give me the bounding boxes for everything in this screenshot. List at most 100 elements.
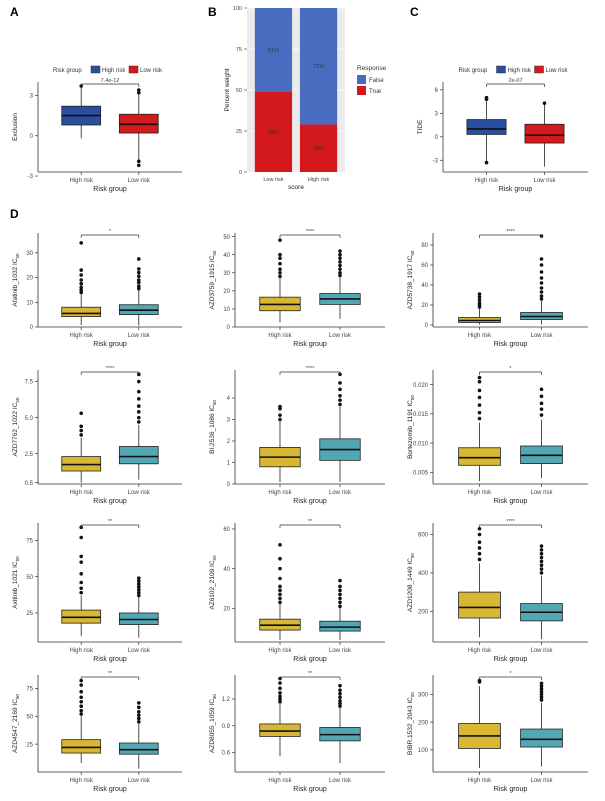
x-tick-label: Low risk xyxy=(530,490,553,496)
y-axis-label-subscript: 50 xyxy=(410,395,415,401)
y-tick-label: 4 xyxy=(227,396,231,402)
y-axis-label: BI.2536_1086 IC50 xyxy=(209,400,217,454)
outlier-point xyxy=(539,548,544,552)
outlier-point xyxy=(338,584,342,589)
outlier-point xyxy=(477,292,482,296)
box-high xyxy=(61,739,102,754)
x-axis-label: Risk group xyxy=(499,186,533,193)
y-axis-label: TIDE xyxy=(417,119,424,134)
x-tick-label: Low risk xyxy=(530,648,553,654)
y-tick-label: 0.010 xyxy=(413,441,429,447)
outlier-point xyxy=(137,379,141,384)
significance-label: ** xyxy=(308,671,313,677)
outlier-point xyxy=(539,394,544,399)
outlier-point xyxy=(79,580,83,585)
y-axis-label-main: BI.2536_1086 IC xyxy=(209,405,216,454)
outlier-point xyxy=(79,273,83,277)
significance-label: ** xyxy=(308,519,313,525)
y-tick-label: 20 xyxy=(26,276,33,282)
data-label-false: 51% xyxy=(268,48,279,54)
outlier-point xyxy=(539,689,544,694)
y-axis-label: Exclusion xyxy=(12,113,19,141)
outlier-point xyxy=(539,286,544,290)
x-tick-label: Low risk xyxy=(530,333,553,339)
y-tick-label: 3 xyxy=(435,112,439,118)
y-tick-label: 50 xyxy=(26,575,33,581)
x-axis-label: Risk group xyxy=(93,656,127,663)
panel-letter-c: C xyxy=(410,5,419,19)
outlier-point xyxy=(539,695,544,699)
y-tick-label: 25 xyxy=(236,129,242,135)
y-tick-label: -3 xyxy=(28,174,34,180)
y-axis-label-main: AZD1208_1449 IC xyxy=(407,558,414,612)
outlier-point xyxy=(278,600,282,605)
outlier-point xyxy=(338,691,342,696)
outlier-point xyxy=(477,416,482,421)
significance-label: **** xyxy=(306,366,315,372)
box-low xyxy=(118,742,159,755)
outlier-point xyxy=(338,688,342,692)
y-tick-label: 25 xyxy=(26,742,33,748)
outlier-point xyxy=(539,544,544,548)
outlier-point xyxy=(278,274,282,279)
outlier-point xyxy=(338,256,342,261)
y-tick-label: -3 xyxy=(433,158,439,164)
outlier-point xyxy=(338,398,342,402)
y-axis-label-subscript: 50 xyxy=(410,250,415,256)
outlier-point xyxy=(137,585,141,589)
significance-label: **** xyxy=(506,519,515,525)
y-axis-label-main: Axitinib_1021 IC xyxy=(12,561,19,609)
outlier-point xyxy=(539,276,544,280)
outlier-point xyxy=(539,687,544,691)
outlier-point xyxy=(79,288,83,292)
y-tick-label: 50 xyxy=(26,714,33,720)
y-tick-label: 60 xyxy=(223,527,230,533)
y-axis-label: Axitinib_1021 IC50 xyxy=(12,556,20,609)
data-label-true: 49% xyxy=(268,130,279,136)
bar-true xyxy=(254,91,293,172)
x-tick-label: High risk xyxy=(70,648,94,654)
y-tick-label: 50 xyxy=(223,235,230,241)
y-axis-label: BIBR.1532_2043 IC50 xyxy=(407,692,415,755)
significance-label: ** xyxy=(108,519,113,525)
outlier-point xyxy=(477,298,482,302)
outlier-point xyxy=(338,592,342,597)
legend-key-false xyxy=(357,75,366,84)
y-axis-label: Afatinib_1032 IC50 xyxy=(12,253,20,307)
y-tick-label: 0.020 xyxy=(413,383,429,389)
outlier-point xyxy=(477,379,482,384)
y-tick-label: 0 xyxy=(425,323,429,329)
y-tick-label: 100 xyxy=(418,748,429,754)
y-axis-label-subscript: 50 xyxy=(212,694,217,700)
y-tick-label: 200 xyxy=(418,720,429,726)
outlier-point xyxy=(137,280,141,285)
y-tick-label: 2.5 xyxy=(25,452,34,458)
outlier-point xyxy=(79,428,83,433)
outlier-point xyxy=(278,694,282,699)
outlier-point xyxy=(278,592,282,597)
outlier-point xyxy=(477,540,482,544)
x-tick-label: High risk xyxy=(70,333,94,339)
outlier-point xyxy=(338,699,342,703)
outlier-point xyxy=(477,395,482,400)
outlier-point xyxy=(338,402,342,407)
outlier-point xyxy=(338,394,342,398)
legend-title: Response xyxy=(357,65,387,72)
y-tick-label: 1 xyxy=(227,461,231,467)
y-tick-label: 75 xyxy=(236,47,242,53)
outlier-point xyxy=(338,704,342,708)
x-axis-label: Risk group xyxy=(494,341,528,348)
outlier-point xyxy=(539,681,544,686)
data-label-false: 71% xyxy=(313,64,324,70)
outlier-point xyxy=(79,278,83,282)
outlier-point xyxy=(137,270,141,275)
outlier-point xyxy=(278,267,282,271)
box-high xyxy=(458,591,501,619)
outlier-point xyxy=(539,257,544,261)
outlier-point xyxy=(79,424,83,429)
